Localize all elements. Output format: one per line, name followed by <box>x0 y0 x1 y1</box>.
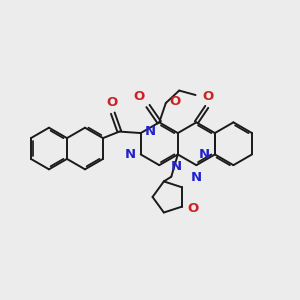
Text: N: N <box>145 125 156 138</box>
Text: O: O <box>202 90 214 103</box>
Text: N: N <box>198 148 209 161</box>
Text: O: O <box>106 96 117 109</box>
Text: N: N <box>171 160 182 173</box>
Text: O: O <box>133 90 144 103</box>
Text: N: N <box>124 148 135 161</box>
Text: O: O <box>170 95 181 108</box>
Text: N: N <box>191 170 202 184</box>
Text: O: O <box>187 202 198 214</box>
